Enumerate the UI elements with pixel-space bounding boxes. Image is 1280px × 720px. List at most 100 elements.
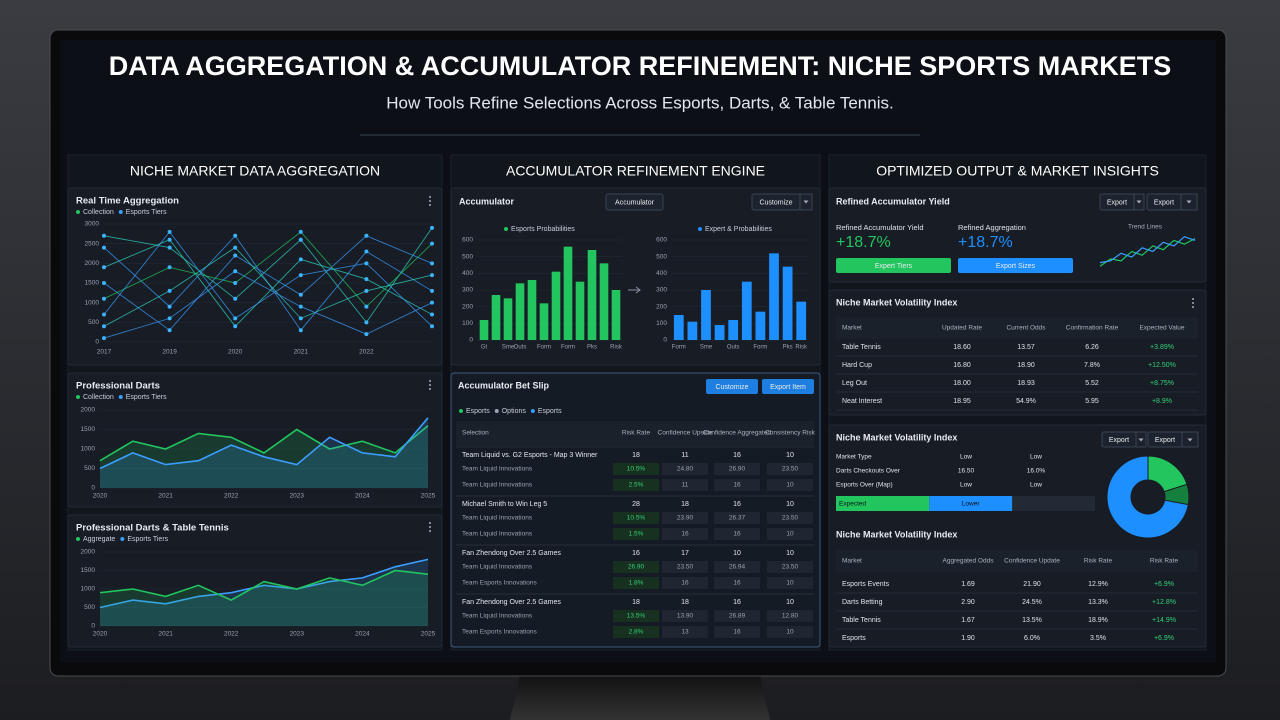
bar xyxy=(479,320,489,340)
area xyxy=(100,559,428,626)
cell-box xyxy=(767,610,813,622)
y-tick-label: 1000 xyxy=(81,586,96,593)
sub-cell: 11 xyxy=(682,482,689,489)
button-label[interactable]: Export xyxy=(1155,437,1175,444)
bar-label: Lower xyxy=(962,501,981,508)
y-tick-label: 0 xyxy=(91,623,95,630)
cell-box xyxy=(613,528,659,540)
data-point xyxy=(430,288,434,293)
y-tick-label: 0 xyxy=(95,339,99,346)
cell-box xyxy=(767,463,813,475)
bar xyxy=(611,290,621,340)
x-tick-label: Pks xyxy=(587,345,597,351)
button-label[interactable]: Export Sizes xyxy=(996,263,1036,270)
button-label[interactable]: Export xyxy=(1107,199,1127,206)
mini-cell: Market Type xyxy=(836,454,872,461)
sub-cell: 23.50 xyxy=(782,515,799,522)
dropdown-caret xyxy=(1186,200,1192,204)
sub-cell: 26.94 xyxy=(729,564,746,571)
cell-box xyxy=(613,610,659,622)
button-label[interactable]: Export Item xyxy=(770,384,806,391)
x-tick-label: Outs xyxy=(514,345,527,351)
bar-segment xyxy=(836,496,930,511)
sub-cell: Team Liquid Innovations xyxy=(462,466,533,473)
x-tick-label: Form xyxy=(753,345,767,351)
table-cell: +3.89% xyxy=(1150,344,1174,351)
selection-cell: 10 xyxy=(786,452,794,459)
panel-title: Accumulator xyxy=(459,196,515,206)
x-tick-label: 2017 xyxy=(97,349,112,356)
button[interactable] xyxy=(706,379,758,394)
mini-cell: 16.50 xyxy=(958,468,975,475)
table-cell: Hard Cup xyxy=(842,362,872,369)
table-cell: 13.5% xyxy=(1022,617,1042,624)
button-label[interactable]: Accumulator xyxy=(615,199,655,206)
data-point xyxy=(430,312,434,317)
dropdown-caret xyxy=(1138,438,1144,442)
legend-swatch xyxy=(118,210,123,214)
table-cell: 6.0% xyxy=(1024,635,1040,642)
selection-cell: 10 xyxy=(786,501,794,508)
y-tick-label: 400 xyxy=(462,270,473,277)
metric-value: +18.7% xyxy=(958,234,1013,251)
line-series xyxy=(103,231,433,327)
panel-title: Niche Market Volatility Index xyxy=(836,529,957,539)
table-cell: +6.9% xyxy=(1154,635,1174,642)
button-label[interactable]: Expert Tiers xyxy=(875,263,913,270)
table-cell: 21.90 xyxy=(1023,581,1041,588)
column-header: Aggregated Odds xyxy=(943,558,995,565)
sub-cell: Team Esports Innovations xyxy=(462,580,538,587)
button-label[interactable]: Customize xyxy=(759,199,792,206)
dropdown-caret xyxy=(1187,438,1193,442)
selection-cell: 18 xyxy=(632,452,640,459)
button-label[interactable]: Customize xyxy=(715,384,748,391)
cell-box xyxy=(767,577,813,589)
menu-dot xyxy=(429,196,431,198)
cell-box xyxy=(662,463,708,475)
button[interactable] xyxy=(605,193,664,211)
table-header xyxy=(836,317,1198,339)
bar xyxy=(527,280,537,340)
data-point xyxy=(430,300,434,305)
cell-box xyxy=(662,610,708,622)
sub-cell: 23.90 xyxy=(677,515,694,522)
sub-cell: 16 xyxy=(733,580,741,587)
table-cell: 16.80 xyxy=(953,362,971,369)
bar xyxy=(503,298,513,340)
button-label[interactable]: Export xyxy=(1154,199,1174,206)
data-point xyxy=(298,273,303,278)
table-cell: +12.50% xyxy=(1148,362,1176,369)
y-tick-label: 200 xyxy=(462,303,473,310)
column-header: Market xyxy=(842,558,862,565)
sub-cell: Team Liquid Innovations xyxy=(462,613,533,620)
sub-cell: 10 xyxy=(786,580,794,587)
button[interactable] xyxy=(836,258,951,273)
table-cell: 5.52 xyxy=(1085,380,1099,387)
mini-cell: 16.0% xyxy=(1027,468,1046,475)
bar xyxy=(741,281,752,340)
button[interactable] xyxy=(762,379,814,394)
data-point xyxy=(430,324,434,329)
sub-cell: Team Liquid Innovations xyxy=(462,482,533,489)
sub-cell: Team Liquid Innovations xyxy=(462,531,533,538)
x-tick-label: 2023 xyxy=(290,631,305,638)
line-series xyxy=(99,424,429,462)
sub-cell: 1.5% xyxy=(629,531,644,538)
x-tick-label: 2022 xyxy=(224,493,239,500)
page-subtitle: How Tools Refine Selections Across Espor… xyxy=(386,93,893,112)
column-header: Risk Rate xyxy=(622,430,651,437)
y-tick-label: 600 xyxy=(462,237,473,244)
legend-label: Esports Tiers xyxy=(126,394,167,401)
button-label[interactable]: Export xyxy=(1109,437,1129,444)
table-cell: 24.5% xyxy=(1022,599,1042,606)
button[interactable] xyxy=(958,258,1073,273)
y-tick-label: 500 xyxy=(84,604,95,611)
bar xyxy=(587,250,597,340)
column-title: NICHE MARKET DATA AGGREGATION xyxy=(130,163,380,179)
cell-box xyxy=(613,577,659,589)
table-cell: 12.9% xyxy=(1088,581,1108,588)
sub-cell: 16 xyxy=(733,482,741,489)
data-point xyxy=(102,233,106,238)
selection-cell: 11 xyxy=(681,452,688,459)
table-cell: 3.5% xyxy=(1090,635,1106,642)
